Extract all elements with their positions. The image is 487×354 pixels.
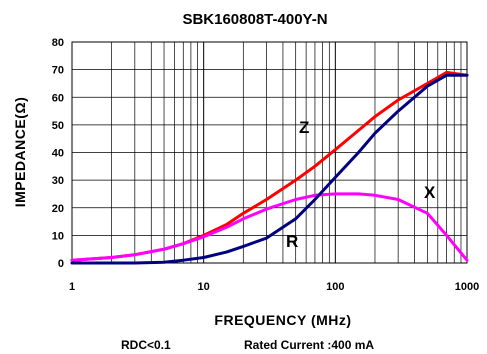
series-group xyxy=(70,70,469,265)
footer-rdc: RDC<0.1 xyxy=(121,338,171,352)
y-tick-label: 50 xyxy=(52,120,64,132)
y-tick-label: 80 xyxy=(52,37,64,49)
series-label-x: X xyxy=(424,183,436,202)
x-tick-label: 1000 xyxy=(455,281,479,293)
x-tick-label: 10 xyxy=(198,281,210,293)
y-tick-label: 30 xyxy=(52,175,64,187)
series-line-z xyxy=(70,70,469,262)
footer-rated-current: Rated Current :400 mA xyxy=(244,338,374,352)
x-tick-label: 1 xyxy=(69,281,75,293)
y-tick-label: 60 xyxy=(52,92,64,104)
y-tick-labels: 0 10 20 30 40 50 60 70 80 xyxy=(52,37,64,270)
y-axis-title: IMPEDANCE(Ω) xyxy=(12,97,28,208)
y-tick-label: 20 xyxy=(52,203,64,215)
y-tick-label: 70 xyxy=(52,65,64,77)
plot-frame xyxy=(71,41,468,264)
series-line-x xyxy=(70,192,469,262)
x-axis-title: FREQUENCY (MHz) xyxy=(214,312,351,328)
grid xyxy=(72,42,467,263)
x-tick-labels: 1 10 100 1000 xyxy=(69,281,479,293)
chart-title: SBK160808T-400Y-N xyxy=(182,11,327,28)
series-line-r xyxy=(70,73,469,265)
y-tick-label: 0 xyxy=(58,258,64,270)
series-label-r: R xyxy=(286,232,298,251)
y-tick-label: 10 xyxy=(52,230,64,242)
series-label-z: Z xyxy=(299,118,309,137)
y-tick-label: 40 xyxy=(52,148,64,160)
x-tick-label: 100 xyxy=(326,281,344,293)
